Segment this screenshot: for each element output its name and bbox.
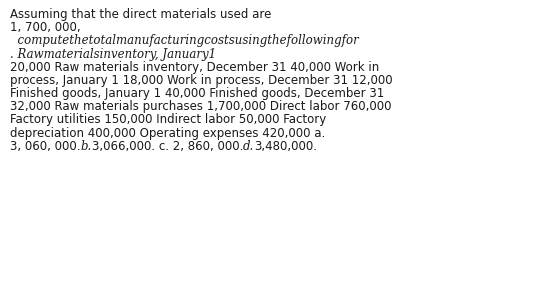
Text: computethetotalmanufacturingcostsusingthefollowingfor: computethetotalmanufacturingcostsusingth… [10, 34, 359, 47]
Text: process, January 1 18,000 Work in process, December 31 12,000: process, January 1 18,000 Work in proces… [10, 74, 393, 87]
Text: 32,000 Raw materials purchases 1,700,000 Direct labor 760,000: 32,000 Raw materials purchases 1,700,000… [10, 100, 392, 113]
Text: Finished goods, January 1 40,000 Finished goods, December 31: Finished goods, January 1 40,000 Finishe… [10, 87, 384, 100]
Text: Assuming that the direct materials used are: Assuming that the direct materials used … [10, 8, 271, 21]
Text: b.: b. [80, 140, 92, 153]
Text: 3,480,000.: 3,480,000. [254, 140, 318, 153]
Text: Factory utilities 150,000 Indirect labor 50,000 Factory: Factory utilities 150,000 Indirect labor… [10, 113, 326, 127]
Text: 1, 700, 000,: 1, 700, 000, [10, 21, 80, 34]
Text: 3,066,000. c. 2, 860, 000.: 3,066,000. c. 2, 860, 000. [92, 140, 243, 153]
Text: depreciation 400,000 Operating expenses 420,000 a.: depreciation 400,000 Operating expenses … [10, 127, 325, 140]
Text: 3, 060, 000.: 3, 060, 000. [10, 140, 80, 153]
Text: . Rawmaterialsinventory, January1: . Rawmaterialsinventory, January1 [10, 48, 216, 61]
Text: d.: d. [243, 140, 254, 153]
Text: 20,000 Raw materials inventory, December 31 40,000 Work in: 20,000 Raw materials inventory, December… [10, 61, 379, 74]
